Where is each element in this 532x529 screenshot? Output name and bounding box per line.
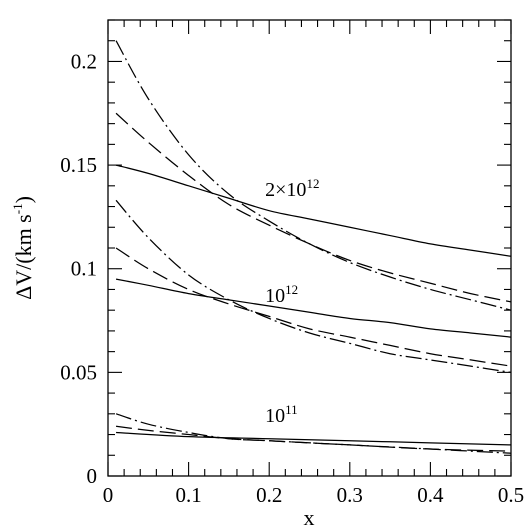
x-tick-label: 0.1 <box>175 483 201 507</box>
series-line-dash-dot <box>115 40 512 311</box>
y-tick-label: 0.05 <box>60 360 97 384</box>
x-axis-title: x <box>304 505 315 529</box>
curve-label-m1e11: 1011 <box>265 402 298 427</box>
series-line-solid <box>115 278 512 338</box>
y-tick-label: 0 <box>87 464 98 488</box>
y-tick-label: 0.1 <box>71 257 97 281</box>
curve-label-m2e12: 2×1012 <box>265 176 319 201</box>
series-line-dashed <box>115 112 512 303</box>
axis-ticks <box>107 19 512 477</box>
series-line-dash-dot <box>115 413 512 454</box>
series-line-solid <box>115 164 512 257</box>
series-line-dashed <box>115 247 512 367</box>
y-tick-label: 0.2 <box>71 49 97 73</box>
plot-curves <box>115 40 512 454</box>
series-line-solid <box>116 431 512 446</box>
series-line-dash-dot <box>115 199 512 373</box>
x-tick-label: 0 <box>103 483 114 507</box>
y-tick-label: 0.15 <box>60 153 97 177</box>
plot-frame <box>107 19 512 477</box>
x-tick-label: 0.3 <box>337 483 363 507</box>
x-tick-label: 0.2 <box>256 483 282 507</box>
x-tick-label: 0.4 <box>417 483 444 507</box>
curve-label-m1e12: 1012 <box>265 282 298 307</box>
curve-annotations: 2×1012 1012 1011 <box>265 176 319 427</box>
y-axis-title: ΔV/(km s-1) <box>10 196 36 300</box>
tick-labels: 0 0.1 0.2 0.3 0.4 0.5 0 0.05 0.1 0.15 0.2 <box>60 49 524 507</box>
x-tick-label: 0.5 <box>498 483 524 507</box>
